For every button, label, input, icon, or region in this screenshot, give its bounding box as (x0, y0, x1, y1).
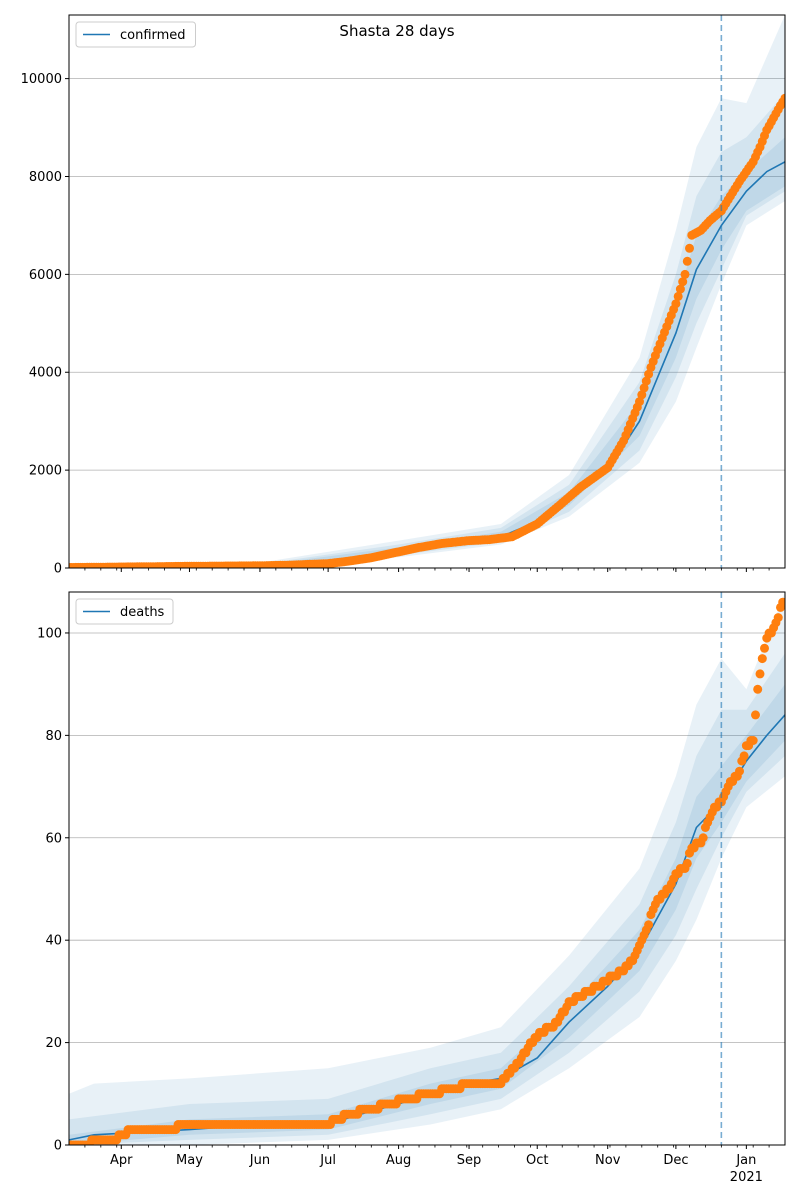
deaths-panel: 0 20 40 60 80 100 Apr May Jun Jul Aug Sep Oct Nov Dec J… (37, 591, 786, 1185)
chart-title: Shasta 28 days (339, 22, 454, 40)
observed-point (680, 269, 690, 279)
observed-point (678, 277, 688, 287)
legend-label: confirmed (120, 28, 186, 43)
uncertainty-band-outer (69, 15, 785, 568)
observed-point (698, 833, 708, 843)
observed-point (673, 291, 683, 301)
uncertainty-band-middle (69, 93, 785, 568)
observed-point (773, 613, 783, 623)
observed-point (682, 858, 692, 868)
axes-frame (68, 14, 786, 569)
y-tick-label: 6000 (29, 268, 62, 283)
legend: deaths (75, 598, 174, 625)
y-tick-label: 0 (54, 562, 62, 577)
y-tick-label: 8000 (29, 170, 62, 185)
y-tick-label: 10000 (21, 72, 62, 87)
x-tick-label: Dec (663, 1153, 688, 1168)
observed-point (753, 684, 763, 694)
observed-point (637, 390, 647, 400)
observed-point (739, 751, 749, 761)
observed-point (778, 597, 785, 607)
confirmed-panel: 0 2000 4000 6000 8000 10000 confirmed (21, 14, 786, 577)
y-tick-label: 80 (45, 729, 62, 744)
observed-point (644, 920, 654, 930)
observed-point (685, 243, 694, 253)
y-tick-label: 100 (37, 626, 62, 641)
uncertainty-band-middle (69, 653, 785, 1145)
y-tick-label: 2000 (29, 464, 62, 479)
x-year-label: 2021 (730, 1170, 763, 1185)
observed-point (757, 654, 767, 664)
x-tick-label: Jun (249, 1153, 270, 1168)
observed-point (780, 93, 785, 103)
plot-area (69, 592, 785, 1145)
observed-point (735, 766, 744, 776)
plot-area (69, 15, 785, 568)
x-tick-label: Sep (457, 1153, 482, 1168)
observed-point (644, 369, 654, 379)
x-tick-label: Nov (595, 1153, 621, 1168)
x-tick-label: Apr (110, 1153, 133, 1168)
x-tick-label: May (176, 1153, 203, 1168)
legend-label: deaths (120, 605, 165, 620)
x-tick-label: Jan (735, 1153, 756, 1168)
observed-point (671, 299, 681, 309)
observed-point (635, 397, 644, 407)
observed-point (639, 383, 649, 393)
x-tick-label: Oct (526, 1153, 548, 1168)
y-tick-label: 4000 (29, 366, 62, 381)
observed-point (682, 256, 692, 266)
axes-frame (68, 591, 786, 1146)
observed-point (748, 736, 758, 745)
legend-box (75, 598, 174, 625)
y-tick-label: 0 (54, 1139, 62, 1154)
observed-point (760, 643, 769, 653)
uncertainty-band-outer (69, 592, 785, 1145)
uncertainty-band-inner (69, 137, 785, 568)
observed-point (755, 669, 765, 679)
legend: confirmed (75, 21, 196, 48)
observed-point (751, 710, 760, 720)
observed-point (675, 284, 685, 294)
y-tick-label: 40 (45, 934, 62, 949)
y-tick-label: 20 (45, 1036, 62, 1051)
x-tick-label: Jul (319, 1153, 336, 1168)
x-tick-label: Aug (386, 1153, 411, 1168)
y-tick-label: 60 (45, 831, 62, 846)
observed-point (641, 376, 651, 386)
legend-box (75, 21, 196, 48)
